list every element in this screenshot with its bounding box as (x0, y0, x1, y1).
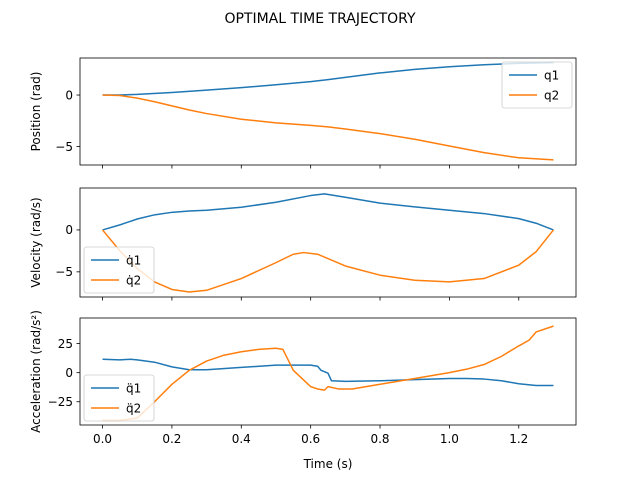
series-line-3-1 (102, 358, 554, 387)
y-axis-label-3: Acceleration (rad/s²) (29, 310, 43, 433)
series-line-1-1 (102, 61, 554, 96)
x-tick-label: 0.4 (232, 432, 251, 446)
y-tick-label: 0 (65, 366, 73, 380)
legend-label-1: q̇1 (126, 253, 141, 267)
series-line-3-2 (102, 325, 554, 422)
legend-label-2: q̈2 (126, 401, 141, 415)
axes-frame-3 (79, 317, 577, 426)
legend-label-2: q̇2 (126, 273, 141, 287)
legend-label-1: q1 (544, 68, 559, 82)
legend-3: q̈1q̈2 (83, 374, 155, 422)
y-axis-label-1: Position (rad) (29, 72, 43, 152)
y-tick-label: −5 (55, 265, 73, 279)
legend-label-1: q̈1 (126, 381, 141, 395)
legend-box (83, 246, 155, 294)
y-tick-label: 0 (65, 223, 73, 237)
legend-box (83, 374, 155, 422)
x-axis-label: Time (s) (303, 457, 353, 471)
series-line-2-2 (101, 229, 555, 293)
y-tick-label: 25 (58, 337, 73, 351)
legend-box (501, 61, 573, 109)
legend-label-2: q2 (544, 88, 559, 102)
y-axis-label-2: Velocity (rad/s) (29, 197, 43, 287)
x-tick-label: 0.2 (162, 432, 181, 446)
series-line-2-1 (102, 193, 554, 231)
x-tick-label: 0.0 (93, 432, 112, 446)
x-tick-label: 0.6 (301, 432, 320, 446)
axes-frame-1 (79, 57, 577, 166)
y-tick-label: −5 (55, 140, 73, 154)
subplot-3: 0.0 0.2 0.4 0.6 0.8 1.0 1.2 25 0 −25 Acceleration … (29, 310, 577, 446)
y-tick-label: −25 (48, 395, 73, 409)
y-tick-label: 0 (65, 88, 73, 102)
series-line-1-2 (102, 94, 554, 161)
legend-2: q̇1q̇2 (83, 246, 155, 294)
chart-title: OPTIMAL TIME TRAJECTORY (224, 11, 416, 27)
x-tick-label: 0.8 (370, 432, 389, 446)
axes-frame-2 (79, 187, 577, 298)
x-tick-label: 1.0 (440, 432, 459, 446)
x-tick-label: 1.2 (509, 432, 528, 446)
